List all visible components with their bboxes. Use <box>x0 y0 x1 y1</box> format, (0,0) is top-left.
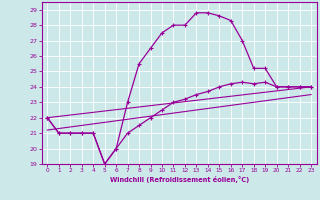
X-axis label: Windchill (Refroidissement éolien,°C): Windchill (Refroidissement éolien,°C) <box>109 176 249 183</box>
